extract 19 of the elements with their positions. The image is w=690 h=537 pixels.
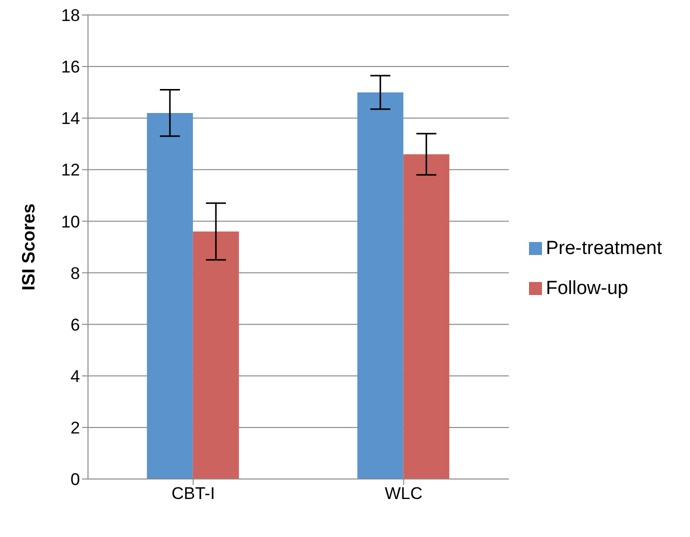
bar: [357, 92, 404, 479]
y-tick-label: 2: [70, 418, 80, 438]
y-tick-label: 16: [61, 58, 80, 77]
y-tick-label: 14: [61, 109, 80, 128]
bar: [146, 112, 193, 479]
y-tick-label: 12: [61, 160, 80, 180]
y-axis-title: ISI Scores: [18, 203, 38, 291]
y-tick-label: 4: [70, 366, 80, 386]
legend-label: Follow-up: [546, 278, 628, 298]
y-tick-label: 6: [70, 315, 80, 334]
x-tick-label: CBT-I: [171, 484, 215, 504]
y-tick-label: 18: [61, 6, 80, 26]
bar: [192, 232, 239, 479]
bar: [403, 154, 450, 479]
y-tick-label: 8: [70, 264, 80, 283]
legend-label: Pre-treatment: [546, 238, 662, 258]
x-tick-label: WLC: [384, 484, 423, 504]
y-tick-label: 0: [70, 470, 80, 490]
y-tick-label: 10: [61, 212, 80, 232]
